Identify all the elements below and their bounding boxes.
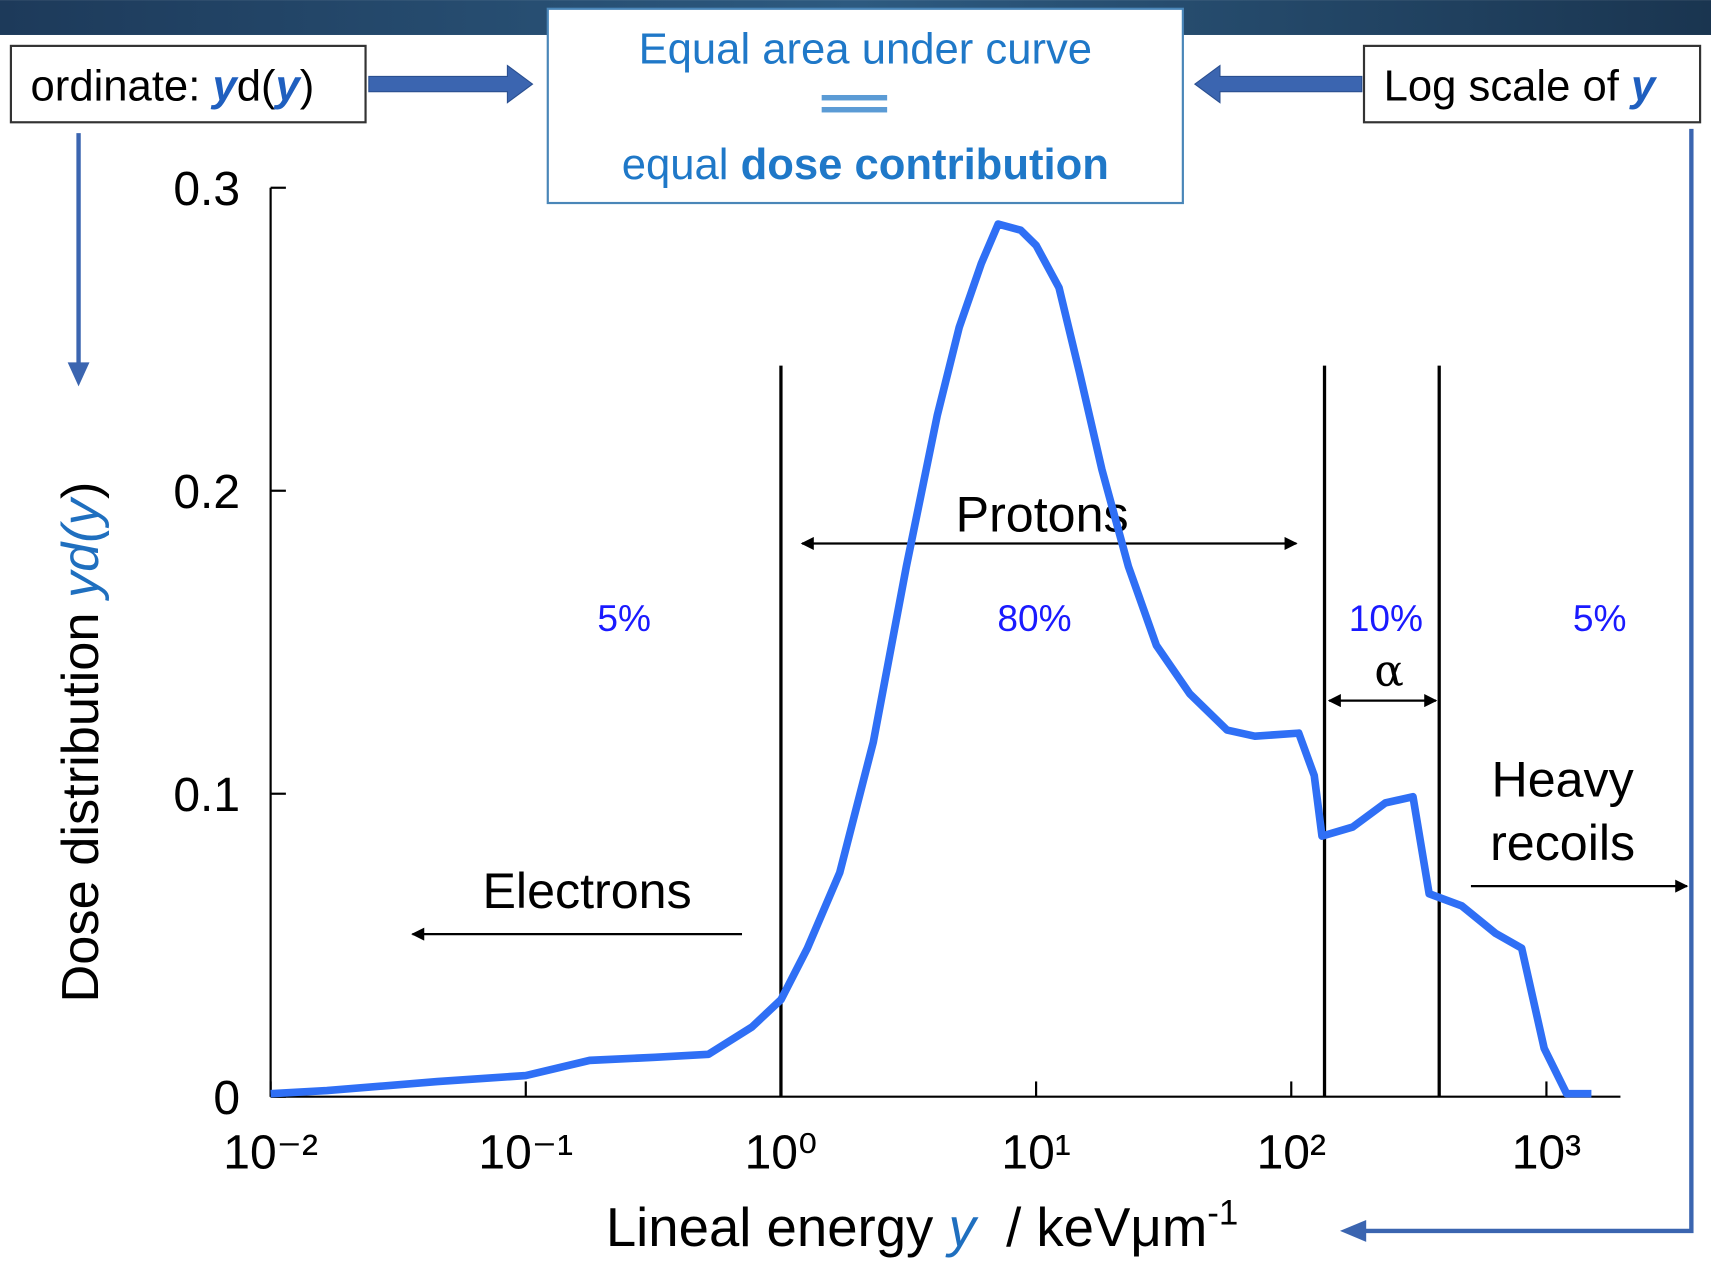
text: y xyxy=(210,61,239,110)
x-tick-label: 10⁻¹ xyxy=(478,1127,573,1180)
text: Log scale of xyxy=(1384,61,1631,110)
x-tick-label: 10¹ xyxy=(1001,1127,1070,1180)
y-tick-label: 0.2 xyxy=(173,466,240,519)
text: ordinate: xyxy=(31,61,213,110)
x-tick-label: 10² xyxy=(1257,1127,1326,1180)
x-tick-label: 10⁰ xyxy=(745,1127,818,1180)
arrow xyxy=(1193,64,1363,104)
x-axis-title: Lineal energy y / keVμm-1 xyxy=(606,1193,1238,1258)
annotation: Heavy xyxy=(1491,752,1633,808)
text: dose contribution xyxy=(741,140,1109,189)
left-box xyxy=(9,44,367,124)
text: y xyxy=(1629,61,1658,110)
text: y xyxy=(52,496,110,528)
annotation: Electrons xyxy=(482,863,691,919)
equals xyxy=(821,94,888,101)
x-tick-label: 10⁻² xyxy=(223,1127,318,1180)
region-label: 5% xyxy=(1573,597,1627,639)
text: ) xyxy=(300,61,315,110)
x-tick-label: 10³ xyxy=(1512,1127,1581,1180)
arrow xyxy=(1339,1220,1367,1242)
text: equal xyxy=(622,140,741,189)
series-line xyxy=(270,220,1592,1098)
region-label: 10% xyxy=(1349,597,1423,639)
text: y xyxy=(274,61,303,110)
left-box-text: ordinate: yd(y) xyxy=(31,61,315,110)
arrow xyxy=(67,362,90,387)
y-tick-label: 0.1 xyxy=(173,769,240,822)
arrow xyxy=(368,64,534,104)
text: yd( xyxy=(52,521,110,601)
center-box xyxy=(546,7,1184,205)
right-box xyxy=(1362,44,1702,124)
region-label: 5% xyxy=(597,597,651,639)
right-box-text: Log scale of y xyxy=(1384,61,1658,110)
text: d( xyxy=(237,61,276,110)
center-line2: equal dose contribution xyxy=(622,140,1109,189)
text: Dose distribution xyxy=(52,598,110,1003)
annotation: Protons xyxy=(956,486,1129,542)
equals xyxy=(821,106,888,113)
text: -1 xyxy=(1207,1193,1238,1232)
y-tick-label: 0.3 xyxy=(173,163,240,216)
annotation: recoils xyxy=(1490,815,1635,871)
y-axis-title: Dose distribution yd(y) xyxy=(52,482,110,1003)
y-tick-label: 0 xyxy=(213,1072,240,1125)
text: ) xyxy=(52,482,110,499)
text: / keVμm xyxy=(976,1197,1207,1258)
arrow xyxy=(1363,128,1694,1234)
annotation: α xyxy=(1374,645,1403,696)
text: y xyxy=(945,1197,980,1258)
region-label: 80% xyxy=(997,597,1071,639)
text: Lineal energy xyxy=(606,1197,949,1258)
center-line1: Equal area under curve xyxy=(639,24,1093,73)
